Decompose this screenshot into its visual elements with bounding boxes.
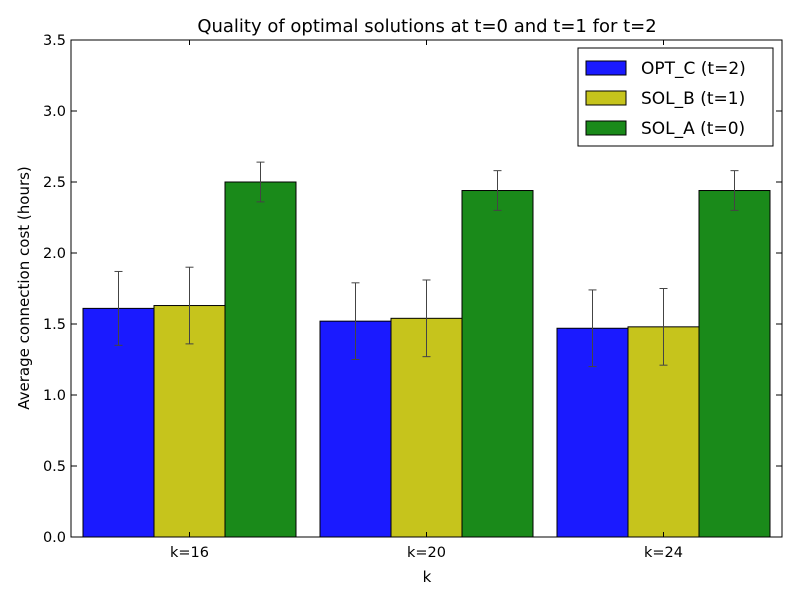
bar-sol_a-k=20 [461,190,534,538]
x-tick-label: k=24 [644,545,683,561]
legend-label: OPT_C (t=2) [641,59,746,79]
y-tick-label: 0.0 [43,530,66,546]
legend-swatch [585,90,627,106]
bar-sol_a-k=24 [698,190,771,538]
legend-label: SOL_B (t=1) [641,89,745,109]
legend-swatch [585,120,627,136]
legend: OPT_C (t=2) SOL_B (t=1) SOL_A (t=0) [577,47,774,147]
x-tick-label: k=20 [407,545,446,561]
error-bars-layer [114,161,739,368]
chart-title: Quality of optimal solutions at t=0 and … [197,16,656,37]
y-axis-label: Average connection cost (hours) [15,166,33,410]
legend-swatch [585,60,627,76]
legend-label: SOL_A (t=0) [641,119,745,139]
y-tick-label: 0.5 [43,459,66,475]
plot-frame [70,39,783,538]
y-tick-label: 3.0 [43,104,66,120]
y-tick-label: 2.0 [43,246,66,262]
y-tick-label: 1.0 [43,388,66,404]
x-tick-label: k=16 [170,545,209,561]
ticks-layer: k=16 k=20 k=24 0.0 0.5 1.0 1.5 2.0 2.5 3.0 3.5 [43,33,782,561]
y-tick-label: 3.5 [43,33,66,49]
y-tick-label: 1.5 [43,317,66,333]
y-tick-label: 2.5 [43,175,66,191]
x-axis-label: k [423,568,432,586]
bar-opt_c-k=16 [82,307,155,538]
bars-layer [82,181,771,538]
bar-sol_a-k=16 [224,181,297,538]
